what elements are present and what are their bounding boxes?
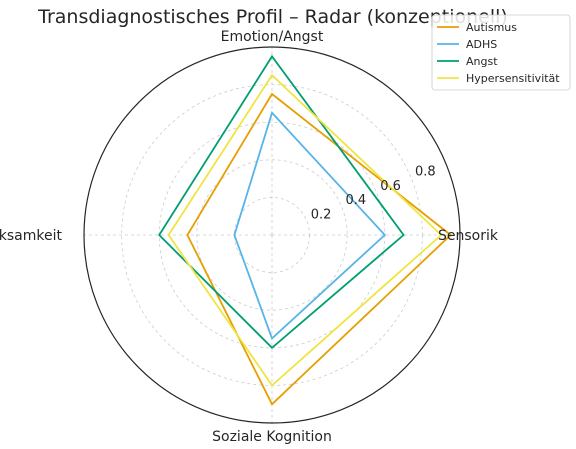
r-tick-label: 0.8 xyxy=(415,164,436,179)
legend-entry: ADHS xyxy=(466,38,497,51)
series-autismus xyxy=(186,92,452,406)
axis-label: Sensorik xyxy=(438,228,499,244)
legend-entry: Autismus xyxy=(466,21,517,34)
legend-entry: Hypersensitivität xyxy=(466,72,560,85)
outer-frame xyxy=(83,46,461,424)
series xyxy=(158,54,452,406)
grid-circle xyxy=(196,159,348,311)
series-adhs xyxy=(233,111,387,340)
axis-label: Soziale Kognition xyxy=(212,429,332,445)
r-tick-label: 0.4 xyxy=(345,193,366,208)
r-tick-label: 0.2 xyxy=(311,208,332,223)
legend-frame xyxy=(431,14,571,91)
axis-label: EF/Aufmerksamkeit xyxy=(0,228,62,244)
r-tick-labels: 0.2 0.4 0.6 0.8 xyxy=(311,164,436,222)
series-angst xyxy=(158,54,405,350)
legend-entry: Angst xyxy=(466,55,498,68)
legend: Autismus ADHS Angst Hypersensitivität xyxy=(431,14,571,91)
axis-label: Emotion/Angst xyxy=(221,29,324,45)
axis-labels: Sensorik Emotion/Angst EF/Aufmerksamkeit So… xyxy=(0,29,499,445)
chart-title: Transdiagnostisches Profil – Radar (konz… xyxy=(37,6,508,28)
series-hypersensitivit-t xyxy=(167,73,443,387)
r-tick-label: 0.6 xyxy=(380,179,401,194)
